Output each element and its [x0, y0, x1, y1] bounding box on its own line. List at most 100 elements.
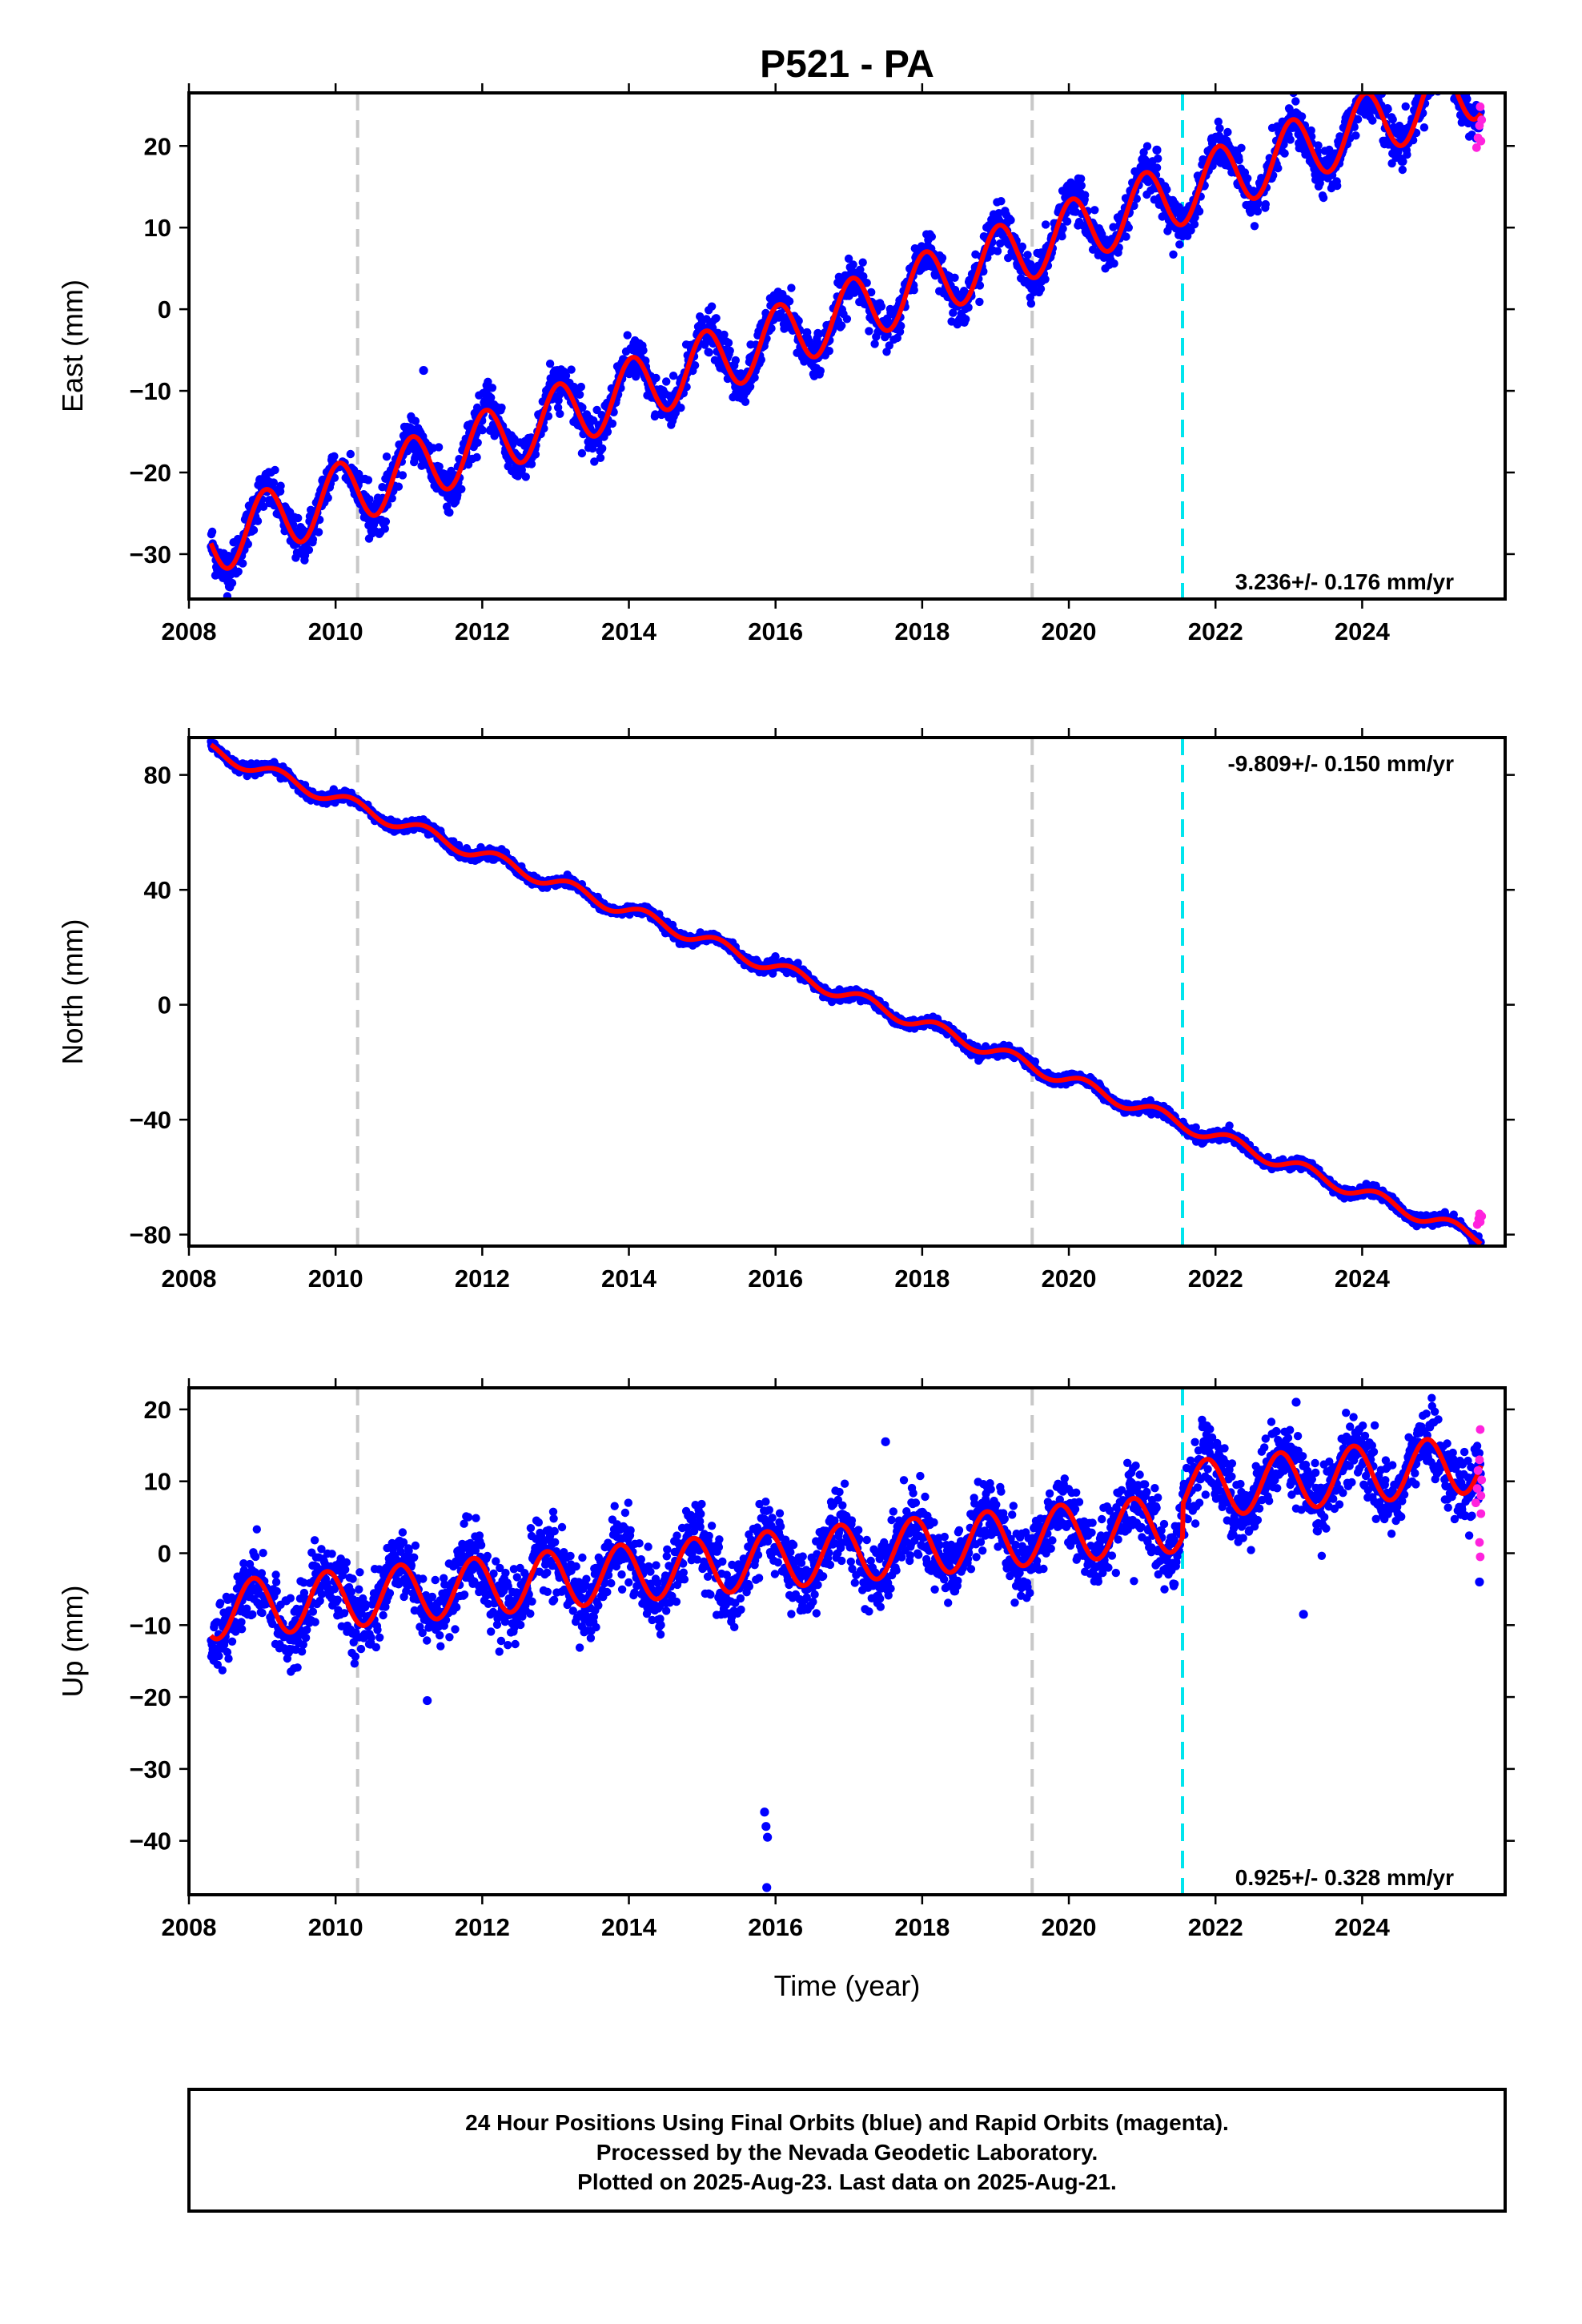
east-final-point — [1041, 220, 1050, 229]
east-final-point — [997, 197, 1006, 206]
east-final-point — [576, 382, 585, 392]
east-y-tick-label: −10 — [129, 377, 171, 405]
east-final-point — [842, 315, 852, 324]
east-final-point — [867, 287, 876, 297]
east-final-point — [387, 494, 396, 503]
east-final-point — [1077, 181, 1086, 190]
east-final-point — [1430, 74, 1438, 82]
east-final-point — [1006, 215, 1015, 225]
east-final-point — [893, 333, 902, 343]
east-final-point — [1423, 70, 1431, 78]
east-final-point — [877, 302, 886, 311]
east-x-tick-label: 2020 — [1042, 617, 1097, 645]
east-final-point — [556, 409, 564, 418]
east-final-point — [1081, 191, 1090, 199]
east-final-point — [1243, 174, 1252, 183]
east-final-point — [1454, 83, 1462, 91]
east-final-point — [1023, 251, 1032, 259]
east-final-point — [1447, 76, 1455, 84]
east-final-point — [1360, 75, 1368, 83]
east-final-point — [1425, 74, 1433, 82]
east-final-point — [365, 495, 374, 504]
east-final-point — [745, 382, 755, 391]
east-final-point — [1431, 65, 1439, 73]
east-final-point — [1261, 199, 1271, 209]
east-final-point — [1398, 165, 1407, 175]
east-final-point — [1426, 76, 1434, 84]
east-final-point — [1437, 54, 1445, 62]
east-final-point — [223, 592, 232, 599]
east-final-point — [975, 297, 984, 307]
east-final-point — [380, 525, 389, 533]
east-final-point — [785, 297, 794, 306]
east-final-point — [623, 331, 632, 340]
east-final-point — [577, 448, 587, 458]
east-final-point — [1333, 181, 1342, 191]
east-final-point — [1280, 149, 1289, 158]
east-final-point — [1435, 67, 1443, 75]
east-final-point — [1058, 231, 1066, 241]
east-x-tick-label: 2016 — [748, 617, 803, 645]
east-plot-area — [207, 54, 1487, 599]
east-final-point — [669, 372, 678, 380]
east-final-point — [1439, 77, 1447, 85]
east-final-point — [1401, 102, 1410, 111]
east-final-point — [859, 271, 868, 281]
east-final-point — [993, 247, 1002, 255]
east-final-point — [1355, 73, 1363, 81]
east-final-point — [1463, 94, 1472, 103]
east-final-point — [1427, 55, 1435, 63]
east-final-point — [590, 457, 599, 466]
east-final-point — [1018, 242, 1027, 251]
east-final-point — [741, 397, 750, 406]
east-final-point — [1431, 66, 1439, 74]
east-final-point — [677, 404, 685, 412]
east-final-point — [527, 460, 536, 468]
east-final-point — [1237, 143, 1246, 152]
east-final-point — [434, 443, 444, 452]
east-final-point — [269, 478, 278, 487]
east-final-orbit-points — [207, 54, 1485, 599]
east-final-point — [1195, 207, 1204, 216]
east-final-point — [1353, 82, 1361, 90]
east-final-point — [862, 279, 871, 287]
east-x-tick-label: 2014 — [601, 617, 657, 645]
east-final-point — [690, 361, 700, 370]
east-final-point — [1062, 217, 1072, 226]
east-final-point — [1432, 78, 1440, 86]
east-final-point — [962, 315, 970, 324]
east-final-point — [1026, 299, 1036, 308]
east-final-point — [1253, 207, 1263, 216]
east-final-point — [544, 412, 553, 420]
east-final-point — [276, 481, 285, 490]
east-final-point — [1353, 115, 1363, 124]
east-final-point — [1363, 81, 1371, 89]
east-final-point — [1366, 74, 1374, 82]
east-final-point — [1319, 193, 1328, 203]
east-final-point — [1124, 223, 1134, 232]
east-final-point — [1439, 62, 1447, 70]
east-final-point — [1428, 66, 1436, 74]
east-final-point — [1403, 150, 1411, 159]
east-final-point — [1446, 63, 1454, 71]
east-final-point — [1440, 62, 1448, 70]
east-final-point — [849, 260, 857, 269]
east-rapid-point — [1476, 102, 1485, 111]
east-final-point — [1142, 142, 1152, 151]
east-final-point — [596, 453, 605, 462]
east-final-point — [1286, 135, 1295, 144]
east-final-point — [712, 314, 721, 323]
east-final-point — [1417, 82, 1425, 90]
east-velocity-label: 3.236+/- 0.176 mm/yr — [1235, 569, 1454, 594]
east-final-point — [671, 408, 680, 417]
east-final-point — [1436, 58, 1444, 66]
east-final-point — [457, 485, 466, 493]
east-rapid-point — [1476, 136, 1486, 146]
east-final-point — [1445, 82, 1453, 90]
east-final-point — [488, 384, 497, 392]
east-final-point — [1425, 82, 1433, 90]
east-final-point — [1363, 84, 1371, 92]
east-final-point — [1447, 83, 1455, 91]
east-final-point — [1444, 74, 1452, 82]
